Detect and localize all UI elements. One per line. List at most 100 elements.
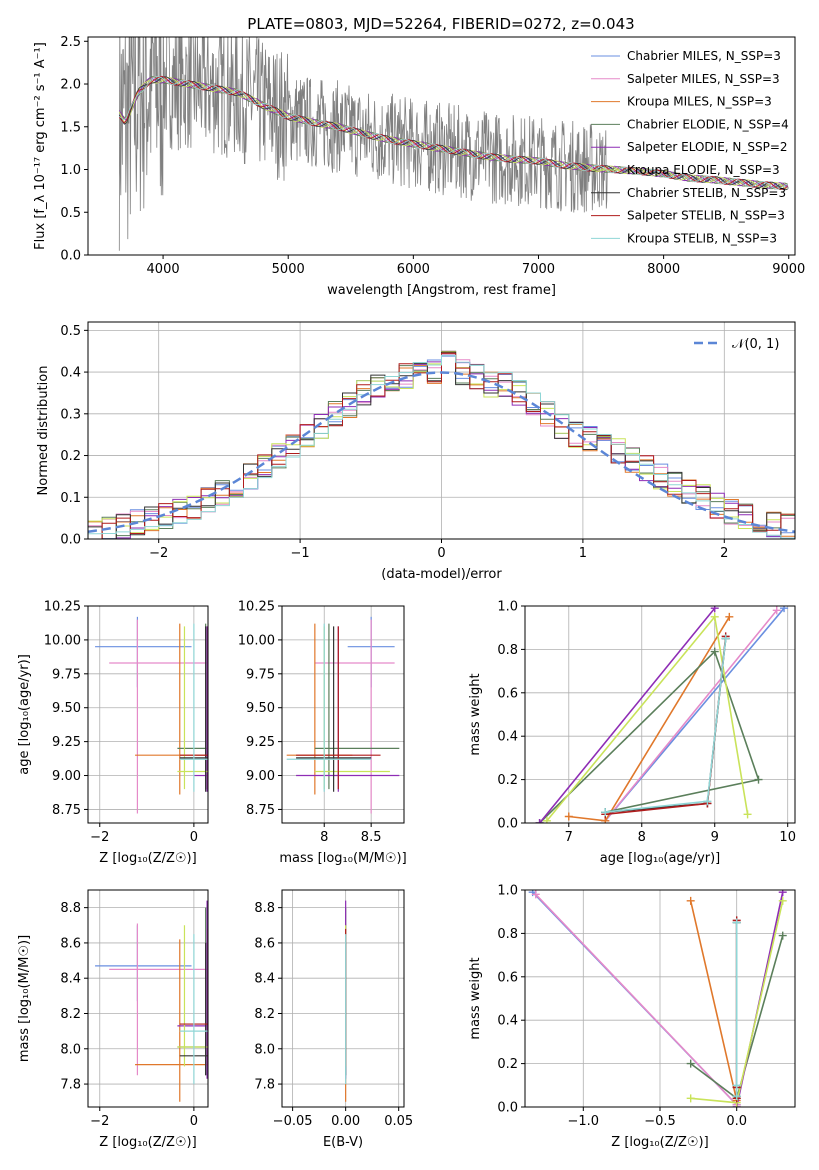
legend-label: 𝒩(0, 1) <box>732 337 779 352</box>
errorbar-point <box>296 626 400 792</box>
y-axis-label: mass [log₁₀(M/M☉)] <box>17 935 32 1062</box>
mass-weight-marker <box>531 890 540 899</box>
mass-weight-marker <box>778 896 787 905</box>
y-tick-label: 0.2 <box>497 773 518 788</box>
x-tick-label: 4000 <box>147 262 180 277</box>
mass-weight-line <box>605 638 727 813</box>
residual-histogram <box>88 352 795 539</box>
mass-weight-line <box>605 636 727 816</box>
y-tick-label: 8.4 <box>254 972 275 987</box>
x-axis-label: (data-model)/error <box>381 567 502 582</box>
y-tick-label: 8.2 <box>254 1007 275 1022</box>
x-tick-label: −1 <box>291 546 310 561</box>
mass-weight-marker <box>743 810 752 819</box>
x-axis-label: wavelength [Angstrom, rest frame] <box>327 283 556 298</box>
x-tick-label: 2 <box>720 546 728 561</box>
axes-frame <box>281 889 405 1108</box>
legend-label: Chabrier STELIB, N_SSP=3 <box>627 186 786 200</box>
x-tick-label: 0.0 <box>726 1114 747 1129</box>
model-spectrum-line <box>118 75 788 190</box>
plot-area <box>95 616 208 814</box>
x-tick-label: 5000 <box>272 262 305 277</box>
y-tick-label: 9.50 <box>246 701 275 716</box>
y-tick-label: 0.0 <box>497 817 518 832</box>
mass-weight-marker <box>542 816 551 823</box>
y-tick-label: 9.25 <box>52 735 81 750</box>
legend-label: Kroupa STELIB, N_SSP=3 <box>627 231 777 245</box>
y-tick-label: 9.00 <box>246 769 275 784</box>
x-tick-label: 0 <box>437 546 445 561</box>
y-tick-label: 8.4 <box>60 972 81 987</box>
y-tick-label: 0.4 <box>497 730 518 745</box>
mass-weight-marker <box>710 647 719 656</box>
y-tick-label: 9.75 <box>52 667 81 682</box>
mass-weight-marker <box>721 634 730 643</box>
y-axis-label: Normed distribution <box>36 366 51 496</box>
y-tick-label: 0.8 <box>497 927 518 942</box>
plot-area <box>286 616 400 814</box>
errorbar-point <box>314 619 395 814</box>
y-tick-label: 0.4 <box>60 366 81 381</box>
normal-curve <box>88 371 795 533</box>
x-tick-label: −0.05 <box>273 1114 313 1129</box>
y-axis-label: Flux [f_λ 10⁻¹⁷ erg cm⁻² s⁻¹ A⁻¹] <box>33 42 48 250</box>
y-tick-label: 2.0 <box>60 78 81 93</box>
y-tick-label: 0.2 <box>497 1057 518 1072</box>
y-tick-label: 10.25 <box>44 600 81 615</box>
errorbar-point <box>177 925 208 1067</box>
y-tick-label: 0.5 <box>60 206 81 221</box>
mass-weight-line <box>539 650 760 823</box>
mass-weight-line <box>604 609 778 822</box>
y-tick-label: 8.75 <box>246 803 275 818</box>
mass-weight-marker <box>601 808 610 817</box>
errorbar-point <box>95 925 192 1002</box>
y-tick-label: 10.00 <box>238 633 275 648</box>
plots: Chabrier MILES, N_SSP=3 Salpeter MILES, N… <box>17 35 805 1150</box>
figure-title: PLATE=0803, MJD=52264, FIBERID=0272, z=0… <box>247 15 634 33</box>
x-tick-label: 1 <box>579 546 587 561</box>
x-tick-label: 8000 <box>647 262 680 277</box>
errorbar-point <box>296 626 381 790</box>
y-tick-label: 9.75 <box>246 667 275 682</box>
x-tick-label: −0.5 <box>644 1114 676 1129</box>
plot-area <box>528 890 787 1107</box>
y-tick-label: 10.00 <box>44 633 81 648</box>
y-axis-label: mass weight <box>468 957 483 1039</box>
errorbar-point <box>179 623 208 792</box>
mass-weight-marker <box>686 896 695 905</box>
errorbar-point <box>109 923 208 1076</box>
x-axis-label: E(B-V) <box>323 1135 363 1150</box>
y-tick-label: 0.6 <box>497 686 518 701</box>
chart-mass_vs_Z: −2 0 7.8 8.0 8.2 8.4 8.6 8.8 Z [log₁₀(Z/Z☉)] mass… <box>17 889 209 1150</box>
x-tick-label: 8 <box>638 830 646 845</box>
errorbar-point <box>109 619 208 814</box>
model-spectrum-line <box>118 77 788 190</box>
x-tick-label: 0.00 <box>331 1114 360 1129</box>
chart-residuals: 𝒩(0, 1) −2 −1 0 1 2 0.0 0.1 0.2 0.3 0.4 0.5 (data-mo… <box>36 321 796 582</box>
errorbar-point <box>296 626 372 792</box>
errorbar-point <box>135 623 208 795</box>
legend: Chabrier MILES, N_SSP=3 Salpeter MILES, N… <box>591 49 789 245</box>
x-tick-label: 7000 <box>522 262 555 277</box>
errorbar-point <box>286 623 372 792</box>
y-tick-label: 0.1 <box>60 491 81 506</box>
axes-frame <box>87 36 796 256</box>
legend-label: Salpeter ELODIE, N_SSP=2 <box>627 140 788 154</box>
y-tick-label: 0.3 <box>60 407 81 422</box>
legend-label: Kroupa MILES, N_SSP=3 <box>627 95 772 109</box>
legend: 𝒩(0, 1) <box>694 337 779 352</box>
x-tick-label: 10 <box>779 830 796 845</box>
x-axis-label: Z [log₁₀(Z/Z☉)] <box>99 851 196 866</box>
y-tick-label: 1.0 <box>60 163 81 178</box>
mass-weight-marker <box>780 606 789 613</box>
y-axis-label: age [log₁₀(age/yr)] <box>17 654 32 775</box>
legend-label: Salpeter STELIB, N_SSP=3 <box>627 209 785 223</box>
mass-weight-marker <box>732 1092 741 1101</box>
errorbar-point <box>135 939 208 1102</box>
mass-weight-marker <box>710 606 719 613</box>
axes-frame <box>524 605 796 824</box>
mass-weight-marker <box>564 812 573 821</box>
y-tick-label: 9.25 <box>246 735 275 750</box>
x-tick-label: 6000 <box>397 262 430 277</box>
plot-area <box>88 350 795 539</box>
